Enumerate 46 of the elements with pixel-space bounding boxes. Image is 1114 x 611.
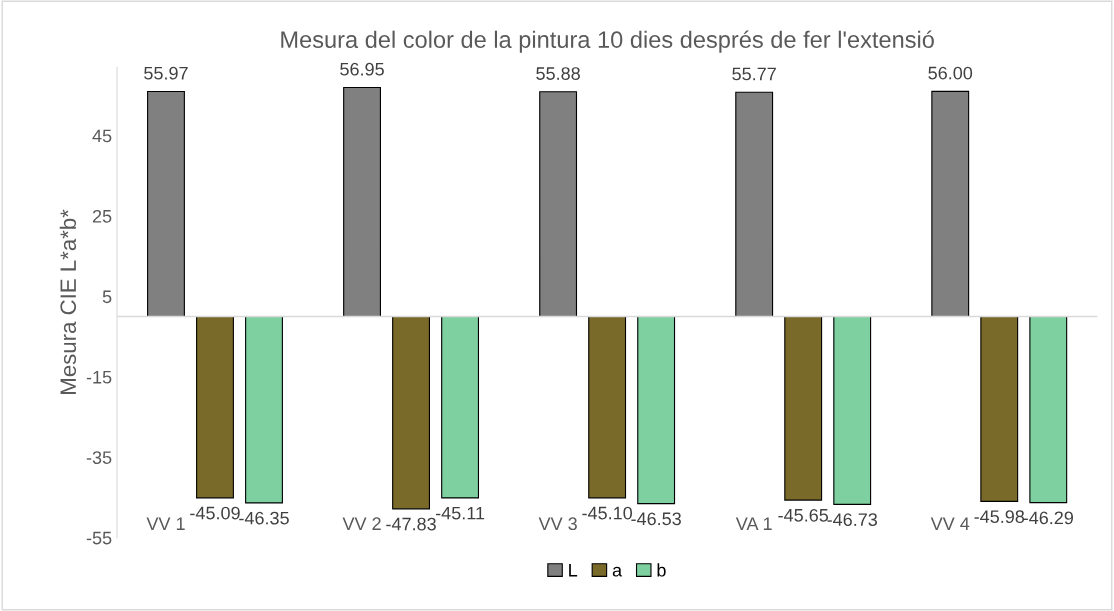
- bar: [833, 315, 872, 505]
- data-label: 55.77: [732, 67, 776, 81]
- data-label: -46.73: [827, 513, 878, 527]
- legend-label: b: [657, 563, 666, 577]
- data-label: -45.11: [435, 506, 485, 520]
- y-tick-label: 25: [92, 209, 112, 223]
- legend-label: a: [612, 566, 623, 577]
- data-label: 55.97: [144, 66, 188, 80]
- x-tick-label: VA 1: [735, 517, 772, 530]
- data-label: 55.88: [536, 67, 580, 80]
- chart-title: Mesura del color de la pintura 10 dies després de fer l'extensió: [281, 30, 934, 53]
- bar: [735, 91, 774, 318]
- data-label: -45.98: [974, 510, 1025, 524]
- bar: [588, 315, 627, 499]
- bar: [980, 315, 1019, 502]
- data-label: -45.09: [190, 506, 240, 520]
- data-label: -45.10: [582, 506, 633, 520]
- legend-label: L: [569, 564, 578, 577]
- bar: [147, 90, 185, 318]
- y-tick-label: -35: [86, 451, 112, 464]
- x-tick-label: VV 1: [146, 517, 185, 530]
- bar: [637, 315, 676, 505]
- bar: [392, 315, 431, 510]
- bar: [784, 315, 823, 501]
- data-label: 56.95: [340, 62, 384, 76]
- bar: [441, 315, 480, 499]
- data-label: -46.53: [631, 512, 681, 526]
- data-label: -46.29: [1023, 511, 1074, 525]
- bar: [196, 315, 234, 499]
- bar: [245, 315, 283, 504]
- x-tick-label: VV 3: [538, 517, 577, 531]
- y-tick-label: 5: [102, 290, 112, 304]
- bar: [343, 86, 381, 318]
- data-label: -47.83: [386, 517, 436, 531]
- y-tick-label: -55: [86, 531, 112, 545]
- data-label: -45.65: [778, 508, 829, 522]
- data-label: -46.35: [239, 511, 289, 525]
- x-tick-label: VV 4: [930, 517, 970, 530]
- data-label: 56.00: [928, 66, 973, 80]
- x-tick-label: VV 2: [342, 517, 381, 530]
- y-tick-label: 45: [92, 129, 112, 143]
- bar: [931, 90, 970, 318]
- bar: [1029, 315, 1068, 504]
- y-axis-title: Mesura CIE L*a*b*: [59, 209, 77, 394]
- bar: [539, 91, 578, 318]
- y-tick-label: -15: [86, 370, 112, 384]
